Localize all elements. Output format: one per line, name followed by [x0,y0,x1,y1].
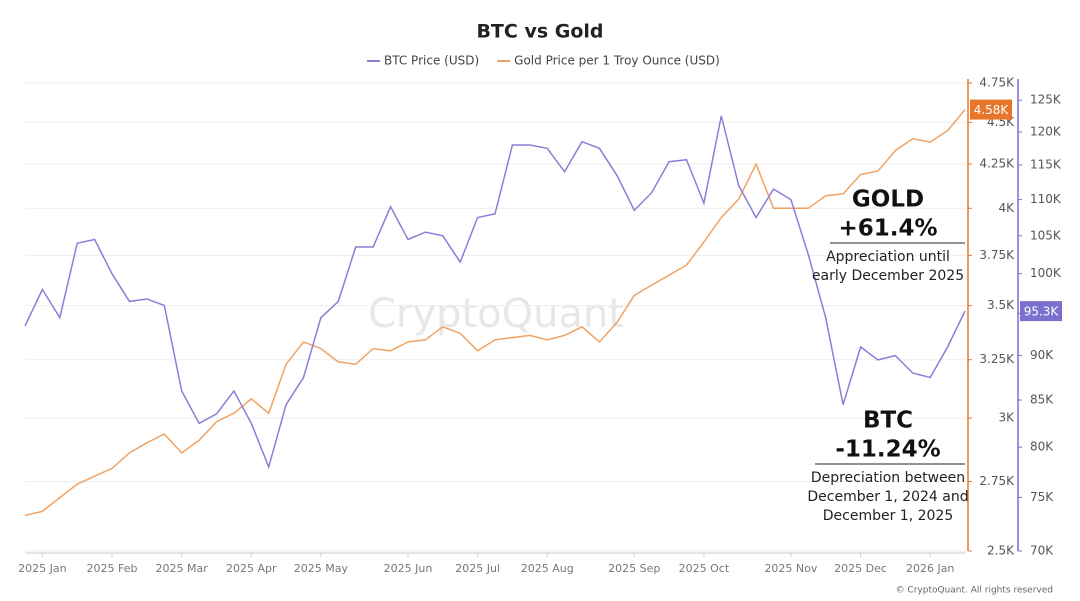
annotation-change: -11.24% [835,437,940,463]
y2-tick-label: 120K [1030,124,1062,138]
x-tick-label: 2025 Apr [226,562,277,575]
legend-label: BTC Price (USD) [384,54,479,68]
y2-tick-label: 110K [1030,192,1062,206]
y2-tick-label: 125K [1030,93,1062,107]
series-line [24,115,966,470]
annotation-text: Appreciation until [826,249,950,265]
x-tick-label: 2025 Feb [87,562,138,575]
y-tick-label: 2.5K [987,544,1015,558]
y-tick-label: 3.25K [979,352,1015,366]
y2-tick-label: 70K [1030,544,1054,558]
annotation-text: early December 2025 [812,268,964,284]
annotation-text: December 1, 2025 [823,508,953,524]
x-tick-label: 2025 Oct [679,562,730,575]
y2-tick-label: 90K [1030,348,1054,362]
watermark: CryptoQuant [368,291,624,337]
y-tick-label: 4.75K [979,76,1015,90]
y2-tick-label: 105K [1030,228,1062,242]
y2-tick-label: 80K [1030,440,1054,454]
y-tick-label: 4K [998,201,1015,215]
x-tick-label: 2025 Jul [455,562,500,575]
y2-tick-label: 85K [1030,393,1054,407]
series-line [24,109,966,517]
x-tick-label: 2025 Dec [834,562,887,575]
annotation-text: December 1, 2024 and [807,489,968,505]
annotation-text: Depreciation between [811,470,965,486]
annotation-change: +61.4% [838,216,937,242]
x-tick-label: 2025 May [294,562,349,575]
annotation-heading: GOLD [852,187,924,213]
x-tick-label: 2025 Jun [384,562,433,575]
x-tick-label: 2026 Jan [906,562,954,575]
x-tick-label: 2025 Sep [608,562,660,575]
y-tick-label: 3.75K [979,248,1015,262]
value-label-box [970,99,1012,120]
y2-tick-label: 100K [1030,266,1062,280]
x-tick-label: 2025 Aug [521,562,574,575]
annotation-heading: BTC [863,408,913,434]
x-tick-label: 2025 Mar [156,562,209,575]
value-label-box [1020,301,1062,322]
x-tick-label: 2025 Nov [764,562,817,575]
chart-title: BTC vs Gold [476,21,603,43]
footer: © CryptoQuant. All rights reserved [896,586,1053,596]
y2-tick-label: 75K [1030,490,1054,504]
x-tick-label: 2025 Jan [18,562,66,575]
y-tick-label: 3K [998,411,1015,425]
y2-tick-label: 115K [1030,158,1062,172]
y-tick-label: 3.5K [987,298,1015,312]
value-label: 95.3K [1024,305,1060,319]
legend-label: Gold Price per 1 Troy Ounce (USD) [514,54,720,68]
y-tick-label: 2.75K [979,474,1015,488]
value-label: 4.58K [974,103,1010,117]
y-tick-label: 4.25K [979,157,1015,171]
